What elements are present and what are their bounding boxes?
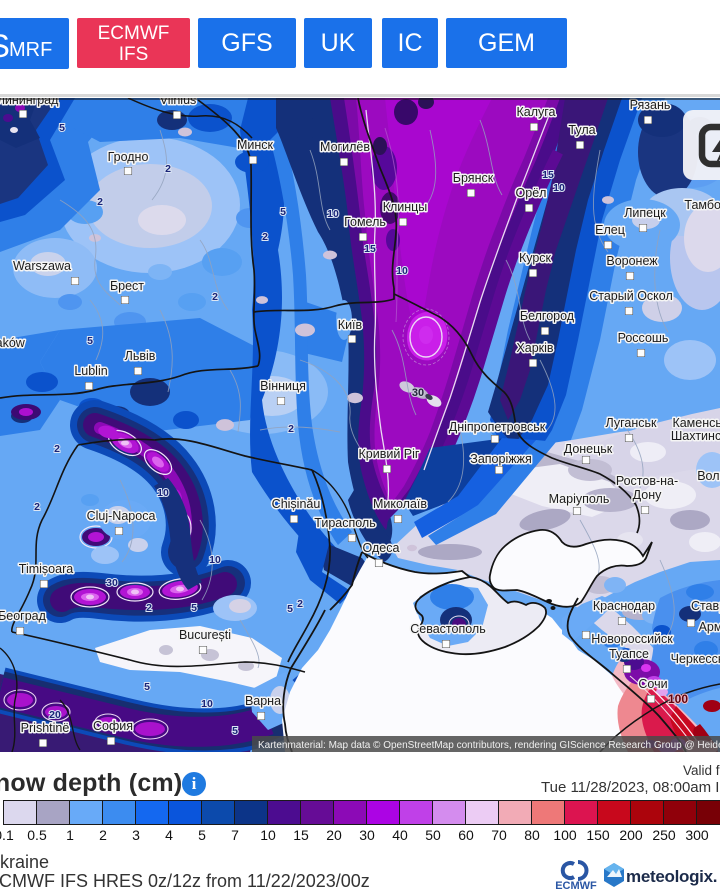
svg-text:Київ: Київ: [338, 318, 363, 332]
svg-text:2: 2: [97, 196, 103, 208]
svg-text:Ростов-на-: Ростов-на-: [616, 474, 678, 488]
svg-text:Севастополь: Севастополь: [410, 622, 485, 636]
svg-text:10: 10: [327, 208, 339, 220]
svg-text:Туапсе: Туапсе: [609, 647, 649, 661]
svg-text:Гродно: Гродно: [108, 150, 149, 164]
svg-text:Тирасполь: Тирасполь: [314, 516, 375, 530]
svg-text:Клинцы: Клинцы: [383, 200, 428, 214]
svg-text:Рязань: Рязань: [630, 98, 671, 112]
svg-text:Lublin: Lublin: [74, 364, 107, 378]
svg-text:30: 30: [412, 387, 424, 399]
svg-text:Минск: Минск: [237, 138, 274, 152]
svg-text:Варна: Варна: [245, 694, 281, 708]
svg-text:Старый Оскол: Старый Оскол: [589, 289, 673, 303]
svg-text:Воронеж: Воронеж: [606, 254, 658, 268]
svg-text:Елец: Елец: [595, 223, 625, 237]
svg-text:10: 10: [396, 265, 408, 277]
svg-text:5: 5: [232, 725, 238, 737]
svg-text:București: București: [179, 628, 231, 642]
svg-text:20: 20: [49, 709, 61, 721]
svg-text:Сочи: Сочи: [638, 677, 667, 691]
svg-text:Каменськ-: Каменськ-: [672, 416, 720, 430]
svg-text:Харків: Харків: [516, 341, 553, 355]
svg-text:15: 15: [542, 169, 554, 181]
svg-text:Арма: Арма: [699, 620, 720, 634]
svg-text:Warszawa: Warszawa: [13, 259, 71, 273]
svg-text:15: 15: [364, 243, 376, 255]
svg-text:Краснодар: Краснодар: [593, 599, 655, 613]
svg-text:30: 30: [106, 577, 118, 589]
svg-text:Timișoara: Timișoara: [19, 562, 73, 576]
svg-text:Львів: Львів: [125, 349, 156, 363]
svg-text:Брест: Брест: [110, 279, 144, 293]
svg-text:Донецьк: Донецьк: [564, 442, 613, 456]
svg-text:Орёл: Орёл: [516, 186, 547, 200]
svg-text:Вінниця: Вінниця: [260, 379, 306, 393]
svg-text:2: 2: [165, 163, 171, 175]
svg-text:2: 2: [212, 291, 218, 303]
svg-text:Шахтинськ: Шахтинськ: [671, 429, 720, 443]
svg-text:Дніпропетровськ: Дніпропетровськ: [449, 420, 546, 434]
svg-text:5: 5: [287, 603, 293, 615]
svg-text:Черкесск: Черкесск: [671, 652, 720, 666]
svg-text:Волго: Волго: [697, 469, 720, 483]
svg-text:Cluj-Napoca: Cluj-Napoca: [87, 509, 156, 523]
svg-text:2: 2: [297, 598, 303, 610]
svg-text:Луганськ: Луганськ: [606, 416, 657, 430]
svg-text:10: 10: [201, 698, 213, 710]
svg-text:100: 100: [668, 692, 688, 706]
svg-text:Белгород: Белгород: [520, 309, 575, 323]
svg-text:Chișinău: Chișinău: [272, 497, 321, 511]
svg-text:2: 2: [146, 602, 152, 614]
svg-text:10: 10: [157, 487, 169, 499]
svg-text:2: 2: [54, 443, 60, 455]
svg-text:ECMWF: ECMWF: [555, 880, 597, 892]
svg-text:Београд: Београд: [0, 609, 47, 623]
svg-text:Новороссийск: Новороссийск: [591, 632, 673, 646]
svg-text:Брянск: Брянск: [453, 171, 494, 185]
svg-text:София: София: [93, 719, 133, 733]
svg-text:Тамбов: Тамбов: [684, 198, 720, 212]
svg-text:Запоріжжя: Запоріжжя: [470, 452, 531, 466]
svg-text:Дону: Дону: [633, 488, 662, 502]
svg-text:Россошь: Россошь: [618, 331, 669, 345]
svg-text:10: 10: [553, 182, 565, 194]
svg-text:Могилёв: Могилёв: [320, 140, 370, 154]
svg-text:Курск: Курск: [519, 251, 552, 265]
svg-text:5: 5: [59, 122, 65, 134]
svg-text:Миколаїв: Миколаїв: [373, 497, 427, 511]
svg-text:2: 2: [262, 231, 268, 243]
svg-text:meteologix.: meteologix.: [626, 867, 717, 886]
svg-text:5: 5: [87, 335, 93, 347]
svg-text:10: 10: [209, 554, 221, 566]
svg-text:5: 5: [191, 602, 197, 614]
svg-text:Калуга: Калуга: [516, 105, 555, 119]
svg-text:Кривий Ріг: Кривий Ріг: [359, 447, 420, 461]
svg-text:Kartenmaterial: Map data © Ope: Kartenmaterial: Map data © OpenStreetMap…: [258, 740, 720, 751]
svg-text:2: 2: [34, 501, 40, 513]
svg-text:Одеса: Одеса: [363, 541, 400, 555]
svg-text:2: 2: [288, 423, 294, 435]
svg-text:Маріуполь: Маріуполь: [549, 492, 610, 506]
svg-text:Vilnius: Vilnius: [160, 98, 197, 107]
svg-text:5: 5: [280, 206, 286, 218]
svg-text:Prishtinë: Prishtinë: [21, 721, 70, 735]
svg-text:лининград: лининград: [0, 98, 59, 107]
svg-text:Ставро: Ставро: [691, 599, 720, 613]
svg-text:Гомель: Гомель: [344, 215, 386, 229]
svg-text:Липецк: Липецк: [624, 206, 666, 220]
svg-text:Kraków: Kraków: [0, 336, 26, 350]
svg-text:Тула: Тула: [568, 123, 595, 137]
svg-text:5: 5: [144, 681, 150, 693]
